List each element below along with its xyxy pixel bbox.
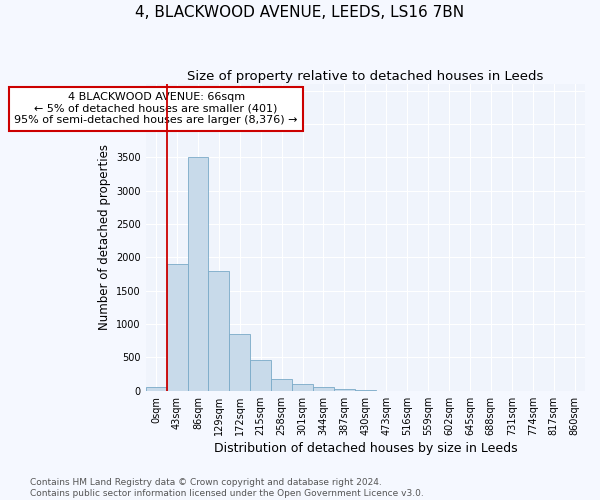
Text: 4, BLACKWOOD AVENUE, LEEDS, LS16 7BN: 4, BLACKWOOD AVENUE, LEEDS, LS16 7BN — [136, 5, 464, 20]
Bar — [167, 264, 188, 391]
Bar — [292, 384, 313, 391]
Y-axis label: Number of detached properties: Number of detached properties — [98, 144, 110, 330]
Text: 4 BLACKWOOD AVENUE: 66sqm
← 5% of detached houses are smaller (401)
95% of semi-: 4 BLACKWOOD AVENUE: 66sqm ← 5% of detach… — [14, 92, 298, 126]
X-axis label: Distribution of detached houses by size in Leeds: Distribution of detached houses by size … — [214, 442, 517, 455]
Bar — [188, 158, 208, 391]
Title: Size of property relative to detached houses in Leeds: Size of property relative to detached ho… — [187, 70, 544, 83]
Bar — [313, 387, 334, 391]
Bar — [250, 360, 271, 391]
Bar — [146, 388, 167, 391]
Bar — [271, 379, 292, 391]
Text: Contains HM Land Registry data © Crown copyright and database right 2024.
Contai: Contains HM Land Registry data © Crown c… — [30, 478, 424, 498]
Bar — [208, 272, 229, 391]
Bar — [229, 334, 250, 391]
Bar — [334, 389, 355, 391]
